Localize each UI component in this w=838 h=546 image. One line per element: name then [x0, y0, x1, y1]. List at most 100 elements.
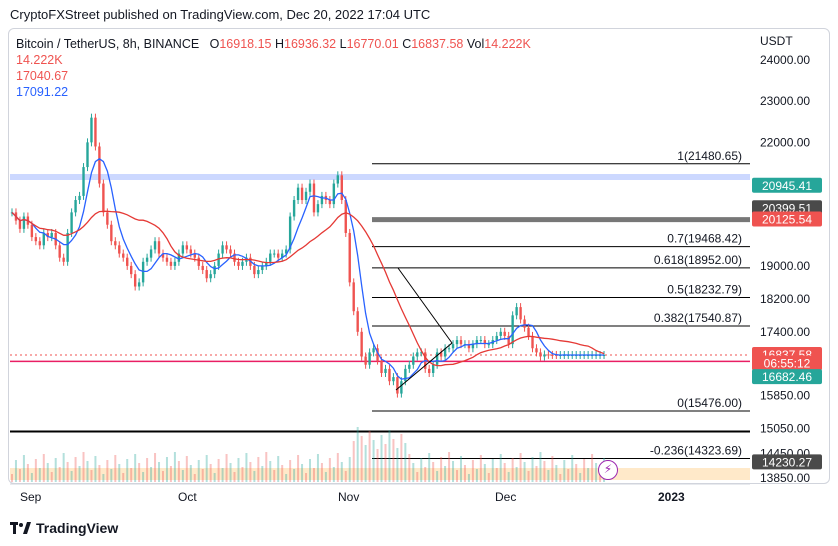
- volume-bar: [66, 462, 69, 482]
- volume-bar: [209, 464, 212, 482]
- volume-bar: [82, 452, 85, 482]
- candle-body: [515, 307, 518, 316]
- candle-body: [229, 249, 232, 254]
- volume-bar: [384, 444, 387, 482]
- volume-bar: [225, 454, 228, 482]
- candle-body: [205, 270, 208, 279]
- volume-bar: [408, 454, 411, 482]
- volume-bar: [165, 457, 168, 482]
- tradingview-logo-icon: [10, 522, 31, 534]
- volume-bar: [456, 470, 459, 482]
- candle-body: [420, 352, 423, 354]
- candle-body: [547, 354, 550, 356]
- volume-bar: [169, 466, 172, 482]
- candle-body: [527, 327, 530, 336]
- candle-body: [360, 331, 363, 357]
- candle-body: [408, 364, 411, 369]
- volume-bar: [114, 455, 117, 482]
- volume-band: [10, 468, 750, 480]
- volume-bar: [102, 474, 105, 482]
- volume-bar: [531, 457, 534, 482]
- candle-body: [261, 265, 264, 271]
- price-tag-label: 14230.27: [762, 455, 812, 469]
- volume-bar: [229, 463, 232, 482]
- volume-bar: [340, 462, 343, 482]
- candle-body: [340, 175, 343, 201]
- volume-bar: [440, 457, 443, 482]
- candle-body: [42, 232, 45, 246]
- candle-body: [145, 257, 149, 262]
- volume-indicator-value: 14.222K: [16, 53, 63, 67]
- high-value: 16936.32: [284, 37, 337, 51]
- triangle-drawing: [395, 267, 453, 391]
- volume-bar: [432, 462, 435, 482]
- volume-bar: [217, 459, 220, 482]
- candle-body: [384, 368, 387, 373]
- volume-bar: [575, 464, 578, 482]
- close-label: C: [402, 37, 412, 51]
- candle-body: [280, 253, 284, 258]
- volume-bar: [360, 436, 363, 482]
- y-tick-label: 18200.00: [760, 292, 810, 306]
- volume-bar: [54, 458, 57, 482]
- candle-body: [551, 354, 554, 356]
- fib-label: 0.5(18232.79): [667, 283, 742, 297]
- volume-bar: [181, 470, 184, 482]
- volume-bar: [324, 472, 327, 482]
- volume-bar: [269, 461, 272, 482]
- candle-body: [443, 348, 447, 357]
- candle-body: [265, 261, 268, 266]
- volume-bar: [503, 463, 506, 482]
- candle-body: [431, 364, 435, 373]
- volume-bar: [58, 467, 61, 482]
- candle-body: [396, 377, 399, 394]
- volume-bar: [595, 463, 598, 482]
- candle-body: [193, 253, 196, 258]
- volume-bar: [253, 471, 256, 482]
- y-tick-label: 13850.00: [760, 471, 810, 485]
- candle-body: [288, 216, 292, 250]
- volume-bar: [62, 453, 65, 482]
- price-tag-label: 20945.41: [762, 179, 812, 193]
- candle-body: [110, 224, 113, 242]
- candle-body: [118, 245, 121, 254]
- volume-bar: [241, 467, 244, 482]
- volume-label: Vol: [466, 37, 485, 51]
- candle-body: [435, 352, 439, 365]
- candle-body: [519, 307, 522, 320]
- volume-bar: [285, 474, 288, 482]
- candle-body: [153, 241, 157, 250]
- candle-body: [602, 354, 606, 356]
- candle-body: [380, 360, 383, 373]
- footer-brand[interactable]: TradingView: [10, 520, 118, 536]
- volume-bar: [336, 453, 339, 482]
- candle-body: [364, 356, 367, 365]
- volume-bar: [591, 454, 594, 482]
- volume-bar: [118, 464, 121, 482]
- candle-body: [284, 249, 288, 254]
- candle-body: [320, 195, 324, 205]
- candle-body: [257, 270, 260, 275]
- volume-bar: [344, 471, 347, 482]
- price-tag-label: 16682.46: [762, 370, 812, 384]
- volume-bar: [388, 430, 391, 482]
- y-tick-label: 19000.00: [760, 259, 810, 273]
- volume-bar: [50, 472, 53, 482]
- candle-body: [141, 261, 145, 283]
- candle-body: [173, 261, 177, 266]
- candle-body: [531, 335, 534, 349]
- candle-body: [451, 344, 455, 349]
- candle-body: [344, 200, 347, 233]
- volume-bar: [404, 443, 407, 482]
- candle-body: [348, 232, 351, 283]
- volume-bar: [448, 452, 451, 482]
- lightning-icon[interactable]: ⚡: [598, 460, 618, 480]
- candle-body: [376, 348, 379, 361]
- volume-bar: [495, 468, 498, 482]
- y-tick-label: 15050.00: [760, 422, 810, 436]
- candle-body: [253, 265, 256, 275]
- volume-bar: [309, 459, 311, 482]
- volume-bar: [293, 469, 296, 482]
- candle-body: [328, 200, 332, 205]
